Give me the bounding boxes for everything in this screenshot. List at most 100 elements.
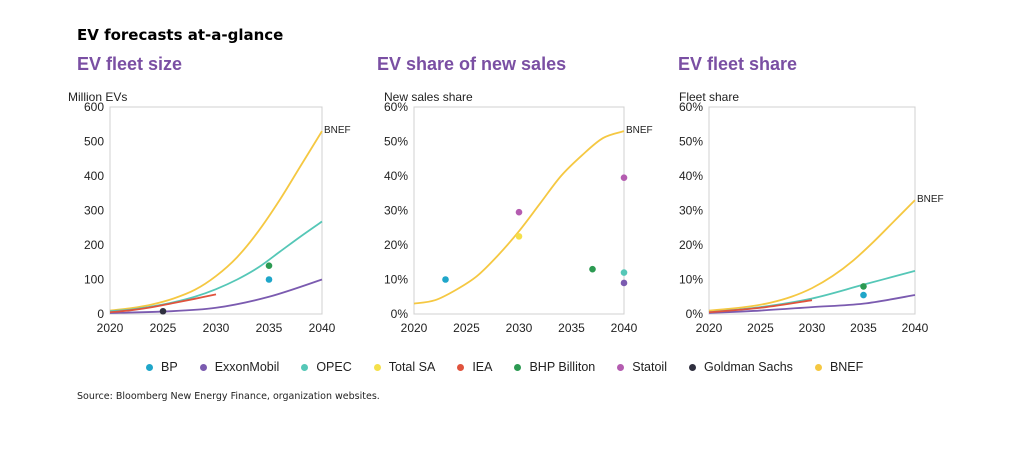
point-bhp-billiton-2-1 [860,283,867,290]
legend-item-bp: BP [146,360,178,374]
series-line-exxonmobil-2 [708,294,916,314]
legend-item-bhp-billiton: BHP Billiton [514,360,595,374]
source-note: Source: Bloomberg New Energy Finance, or… [77,391,380,402]
point-bhp-billiton-0-1 [265,262,273,270]
legend-marker-opec [301,363,309,371]
y-tick-label-1-2: 20% [384,238,408,252]
x-tick-label-1-3: 2035 [558,321,585,335]
y-tick-label-2-4: 40% [679,169,703,183]
point-opec-1-4 [620,269,628,276]
annotation-0-0: BNEF [324,125,351,136]
legend-label-bnef: BNEF [829,360,864,374]
y-axis-label-2: Fleet share [679,90,739,104]
legend-item-total-sa: Total SA [373,360,436,374]
legend-label-opec: OPEC [316,360,352,374]
point-statoil-1-6 [620,174,628,182]
legend-label-exxonmobil: ExxonMobil [214,360,280,374]
y-tick-label-0-5: 500 [84,135,104,149]
y-axis-label-0: Million EVs [68,90,127,104]
point-bp-2-0 [860,291,867,299]
x-tick-label-2-4: 2040 [902,321,929,335]
annotation-1-0: BNEF [626,125,653,136]
legend-marker-bnef [814,363,822,371]
x-tick-label-0-3: 2035 [256,321,283,335]
legend-label-bhp-billiton: BHP Billiton [529,360,596,374]
legend-marker-statoil [617,363,625,371]
annotation-2-0: BNEF [917,194,944,205]
chart-title-fleet-share: EV fleet share [678,54,798,74]
plot-frame-1 [413,106,625,315]
x-tick-label-2-2: 2030 [799,321,826,335]
legend-marker-iea [457,363,465,371]
point-bhp-billiton-1-3 [589,265,596,273]
legend-label-bp: BP [161,360,178,374]
legend-item-goldman-sachs: Goldman Sachs [689,360,793,374]
series-line-bnef-2 [708,199,916,312]
y-axis-label-1: New sales share [384,90,473,104]
y-tick-label-2-1: 10% [679,273,703,287]
legend-label-iea: IEA [472,360,493,374]
y-tick-label-1-1: 10% [384,273,408,287]
y-tick-label-1-3: 30% [384,204,408,218]
point-goldman-sachs-0-2 [159,307,167,315]
y-tick-label-2-6: 60% [679,100,703,114]
legend-item-exxonmobil: ExxonMobil [199,360,280,374]
y-tick-label-1-6: 60% [384,100,408,114]
point-bp-1-0 [442,276,449,283]
page-title: EV forecasts at-a-glance [77,26,284,44]
legend-marker-exxonmobil [199,363,207,371]
x-tick-label-1-2: 2030 [506,321,533,335]
x-tick-label-2-1: 2025 [747,321,774,335]
point-exxonmobil-1-5 [620,279,628,287]
y-tick-label-2-3: 30% [679,204,703,218]
x-tick-label-1-4: 2040 [611,321,638,335]
series-line-iea-2 [708,299,813,314]
x-tick-label-0-1: 2025 [150,321,177,335]
chart-title-fleet-size: EV fleet size [77,54,183,74]
legend-marker-bp [146,363,153,371]
y-tick-label-1-4: 40% [384,169,408,183]
point-total-sa-1-1 [515,233,523,240]
y-tick-label-2-5: 50% [679,135,703,149]
y-tick-label-0-2: 200 [84,238,104,252]
x-tick-label-1-0: 2020 [401,321,428,335]
x-tick-label-2-3: 2035 [850,321,877,335]
legend-label-total-sa: Total SA [388,360,436,374]
y-tick-label-0-0: 0 [97,307,104,321]
y-tick-label-1-5: 50% [384,135,408,149]
point-bp-0-0 [265,276,273,283]
y-tick-label-0-1: 100 [84,273,104,287]
legend-label-statoil: Statoil [632,360,667,374]
legend-item-opec: OPEC [301,360,352,374]
y-tick-label-0-3: 300 [84,204,104,218]
plot-frame-0 [109,106,323,315]
legend-item-statoil: Statoil [617,360,667,374]
legend-item-bnef: BNEF [814,360,864,374]
y-tick-label-1-0: 0% [391,307,409,321]
point-statoil-1-2 [515,208,523,216]
series-line-iea-0 [109,293,217,314]
legend-marker-goldman-sachs [689,363,696,371]
legend-label-goldman-sachs: Goldman Sachs [704,360,793,374]
y-tick-label-0-6: 600 [84,100,104,114]
y-tick-label-2-2: 20% [679,238,703,252]
legend-marker-bhp-billiton [514,363,522,371]
x-tick-label-0-4: 2040 [309,321,336,335]
legend-marker-total-sa [373,363,381,371]
y-tick-label-2-0: 0% [686,307,704,321]
x-tick-label-0-2: 2030 [203,321,230,335]
series-line-opec-2 [708,270,916,314]
series-line-bnef-0 [109,130,323,312]
x-tick-label-1-1: 2025 [453,321,480,335]
chart-title-new-sales-share: EV share of new sales [377,54,567,74]
series-line-bnef-1 [413,130,625,305]
x-tick-label-2-0: 2020 [696,321,723,335]
plot-frame-2 [708,106,916,315]
series-line-opec-0 [109,220,323,313]
y-tick-label-0-4: 400 [84,169,104,183]
series-line-exxonmobil-0 [109,278,323,314]
legend-item-iea: IEA [457,360,492,374]
legend: BP ExxonMobil OPEC Total SA IEA BHP Billiton S… [146,360,885,374]
x-tick-label-0-0: 2020 [97,321,124,335]
